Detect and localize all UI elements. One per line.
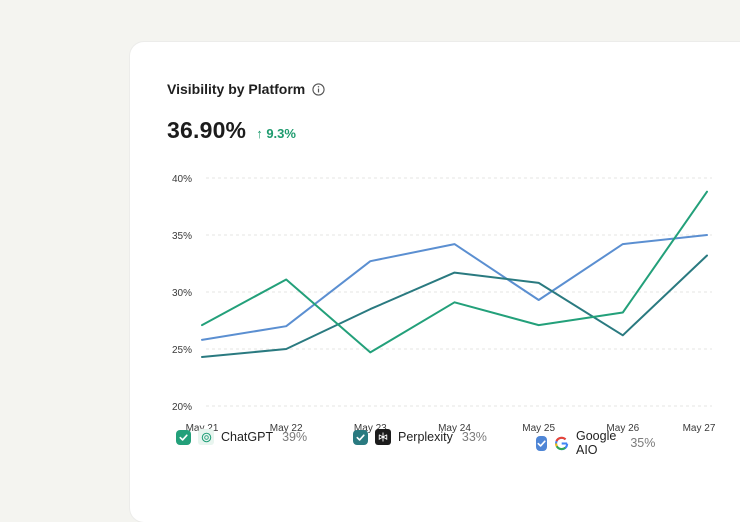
series-line-google [201, 234, 708, 341]
visibility-delta: ↑ 9.3% [256, 126, 296, 141]
legend-item-perplexity[interactable]: Perplexity 33% [353, 429, 487, 445]
x-tick-label: May 22 [270, 423, 303, 434]
legend-value: 39% [282, 430, 308, 444]
card-title: Visibility by Platform [167, 81, 306, 97]
legend-item-google-aio[interactable]: Google AIO 35% [536, 429, 655, 457]
legend-label: ChatGPT [221, 430, 274, 444]
legend-value: 33% [461, 430, 487, 444]
legend-value: 35% [630, 436, 656, 450]
x-tick-label: May 27 [683, 423, 716, 434]
y-tick-label: 30% [172, 288, 192, 299]
x-tick-label: May 21 [186, 423, 219, 434]
x-tick-label: May 23 [354, 423, 387, 434]
perplexity-icon [375, 429, 391, 445]
x-tick-label: May 25 [522, 423, 555, 434]
legend-label: Perplexity [398, 430, 453, 444]
google-icon [554, 435, 569, 451]
checkbox-checked-icon[interactable] [536, 435, 547, 451]
checkbox-checked-icon[interactable] [353, 429, 368, 445]
series-line-chatgpt [201, 190, 708, 354]
checkbox-checked-icon[interactable] [176, 429, 191, 445]
legend-item-chatgpt[interactable]: ChatGPT 39% [176, 429, 307, 445]
openai-icon [198, 429, 214, 445]
visibility-line-chart: 20% 25% 30% 35% 40% May 21 May 22 May 23 May 24 M… [172, 174, 716, 434]
x-tick-label: May 24 [438, 423, 471, 434]
visibility-card: Visibility by Platform 36.90% ↑ 9.3% [130, 42, 740, 522]
card-header: Visibility by Platform [167, 81, 325, 97]
y-tick-label: 25% [172, 345, 192, 356]
y-tick-label: 35% [172, 231, 192, 242]
y-tick-label: 20% [172, 402, 192, 413]
info-icon[interactable] [312, 82, 325, 96]
y-tick-label: 40% [172, 174, 192, 185]
legend-label: Google AIO [576, 429, 617, 457]
visibility-metric: 36.90% [167, 117, 247, 143]
series-line-perplexity [201, 254, 708, 358]
x-tick-label: May 26 [606, 423, 639, 434]
metric-row: 36.90% ↑ 9.3% [167, 117, 296, 144]
